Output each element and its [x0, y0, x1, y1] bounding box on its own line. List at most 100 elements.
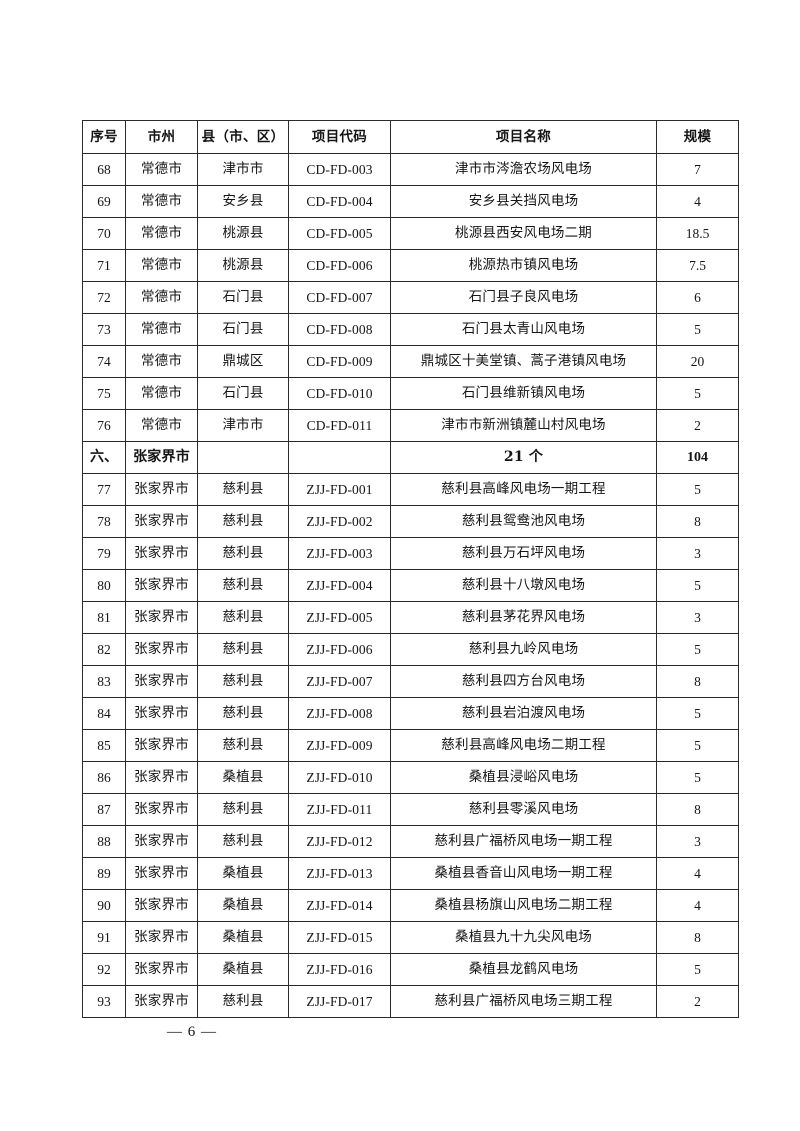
cell-county: 津市市 [197, 409, 289, 442]
cell-name: 桑植县杨旗山风电场二期工程 [390, 889, 657, 922]
cell-city: 常德市 [125, 217, 198, 250]
cell-code: ZJJ-FD-003 [288, 537, 391, 570]
cell-city: 张家界市 [125, 505, 198, 538]
column-header-code: 项目代码 [288, 120, 391, 154]
cell-county: 慈利县 [197, 729, 289, 762]
cell-scale: 8 [656, 793, 739, 826]
column-header-index: 序号 [82, 120, 126, 154]
cell-index: 90 [82, 889, 126, 922]
cell-county: 慈利县 [197, 505, 289, 538]
cell-scale: 5 [656, 953, 739, 986]
table-row: 68 常德市 津市市 CD-FD-003 津市市涔澹农场风电场 7 [82, 153, 739, 186]
cell-city: 常德市 [125, 377, 198, 410]
cell-county: 慈利县 [197, 601, 289, 634]
table-header: 序号 市州 县（市、区） 项目代码 项目名称 规模 [82, 120, 739, 154]
table-row: 92 张家界市 桑植县 ZJJ-FD-016 桑植县龙鹤风电场 5 [82, 953, 739, 986]
cell-city: 张家界市 [125, 889, 198, 922]
cell-county: 桑植县 [197, 889, 289, 922]
table-row: 78 张家界市 慈利县 ZJJ-FD-002 慈利县鸳鸯池风电场 8 [82, 505, 739, 538]
cell-code: ZJJ-FD-002 [288, 505, 391, 538]
cell-code [288, 441, 391, 474]
cell-index: 69 [82, 185, 126, 218]
table-row: 76 常德市 津市市 CD-FD-011 津市市新洲镇麓山村风电场 2 [82, 409, 739, 442]
cell-city: 常德市 [125, 281, 198, 314]
cell-scale: 104 [656, 441, 739, 474]
cell-code: ZJJ-FD-012 [288, 825, 391, 858]
cell-code: ZJJ-FD-016 [288, 953, 391, 986]
cell-city: 张家界市 [125, 761, 198, 794]
cell-scale: 5 [656, 313, 739, 346]
cell-scale: 8 [656, 665, 739, 698]
cell-scale: 2 [656, 409, 739, 442]
table-row: 86 张家界市 桑植县 ZJJ-FD-010 桑植县浸峪风电场 5 [82, 761, 739, 794]
table-row: 81 张家界市 慈利县 ZJJ-FD-005 慈利县茅花界风电场 3 [82, 601, 739, 634]
cell-index: 75 [82, 377, 126, 410]
table-row: 69 常德市 安乡县 CD-FD-004 安乡县关挡风电场 4 [82, 185, 739, 218]
cell-scale: 3 [656, 825, 739, 858]
cell-city: 常德市 [125, 153, 198, 186]
cell-city: 张家界市 [125, 953, 198, 986]
cell-code: ZJJ-FD-005 [288, 601, 391, 634]
cell-index: 72 [82, 281, 126, 314]
cell-county: 慈利县 [197, 633, 289, 666]
cell-county: 慈利县 [197, 793, 289, 826]
cell-code: CD-FD-008 [288, 313, 391, 346]
cell-index: 93 [82, 985, 126, 1018]
cell-index: 85 [82, 729, 126, 762]
cell-scale: 2 [656, 985, 739, 1018]
table-header-row: 序号 市州 县（市、区） 项目代码 项目名称 规模 [82, 120, 739, 154]
cell-code: ZJJ-FD-004 [288, 569, 391, 602]
cell-name: 桃源热市镇风电场 [390, 249, 657, 282]
cell-city: 张家界市 [125, 857, 198, 890]
cell-index: 74 [82, 345, 126, 378]
table-row: 75 常德市 石门县 CD-FD-010 石门县维新镇风电场 5 [82, 377, 739, 410]
cell-county: 石门县 [197, 313, 289, 346]
cell-city: 常德市 [125, 185, 198, 218]
cell-city: 张家界市 [125, 793, 198, 826]
table-row: 85 张家界市 慈利县 ZJJ-FD-009 慈利县高峰风电场二期工程 5 [82, 729, 739, 762]
cell-index: 71 [82, 249, 126, 282]
cell-scale: 5 [656, 633, 739, 666]
cell-index: 86 [82, 761, 126, 794]
cell-code: ZJJ-FD-014 [288, 889, 391, 922]
cell-county: 慈利县 [197, 825, 289, 858]
table-row: 72 常德市 石门县 CD-FD-007 石门县子良风电场 6 [82, 281, 739, 314]
cell-name: 慈利县高峰风电场一期工程 [390, 473, 657, 506]
cell-code: CD-FD-006 [288, 249, 391, 282]
cell-name: 慈利县十八墩风电场 [390, 569, 657, 602]
cell-scale: 4 [656, 857, 739, 890]
cell-index: 92 [82, 953, 126, 986]
column-header-city: 市州 [125, 120, 198, 154]
cell-index: 80 [82, 569, 126, 602]
table-row: 73 常德市 石门县 CD-FD-008 石门县太青山风电场 5 [82, 313, 739, 346]
cell-city: 张家界市 [125, 537, 198, 570]
cell-name: 桃源县西安风电场二期 [390, 217, 657, 250]
cell-county: 慈利县 [197, 697, 289, 730]
table-row: 74 常德市 鼎城区 CD-FD-009 鼎城区十美堂镇、蒿子港镇风电场 20 [82, 345, 739, 378]
cell-name: 石门县维新镇风电场 [390, 377, 657, 410]
cell-name: 慈利县高峰风电场二期工程 [390, 729, 657, 762]
cell-name: 桑植县龙鹤风电场 [390, 953, 657, 986]
cell-code: ZJJ-FD-009 [288, 729, 391, 762]
table-row: 89 张家界市 桑植县 ZJJ-FD-013 桑植县香音山风电场一期工程 4 [82, 857, 739, 890]
cell-city: 张家界市 [125, 569, 198, 602]
table-body: 68 常德市 津市市 CD-FD-003 津市市涔澹农场风电场 7 69 常德市 安乡县 CD-F… [82, 153, 739, 1018]
cell-city: 张家界市 [125, 985, 198, 1018]
cell-city: 常德市 [125, 409, 198, 442]
cell-county: 慈利县 [197, 473, 289, 506]
cell-name: 慈利县万石坪风电场 [390, 537, 657, 570]
cell-county: 桑植县 [197, 761, 289, 794]
table-row: 79 张家界市 慈利县 ZJJ-FD-003 慈利县万石坪风电场 3 [82, 537, 739, 570]
cell-name: 石门县子良风电场 [390, 281, 657, 314]
cell-index: 78 [82, 505, 126, 538]
cell-code: ZJJ-FD-008 [288, 697, 391, 730]
cell-index: 84 [82, 697, 126, 730]
cell-name: 慈利县广福桥风电场三期工程 [390, 985, 657, 1018]
cell-name: 石门县太青山风电场 [390, 313, 657, 346]
table-row: 87 张家界市 慈利县 ZJJ-FD-011 慈利县零溪风电场 8 [82, 793, 739, 826]
cell-county: 慈利县 [197, 985, 289, 1018]
project-table-container: 序号 市州 县（市、区） 项目代码 项目名称 规模 68 常德市 津市市 CD-FD-… [82, 120, 739, 1018]
cell-scale: 5 [656, 761, 739, 794]
cell-scale: 5 [656, 697, 739, 730]
